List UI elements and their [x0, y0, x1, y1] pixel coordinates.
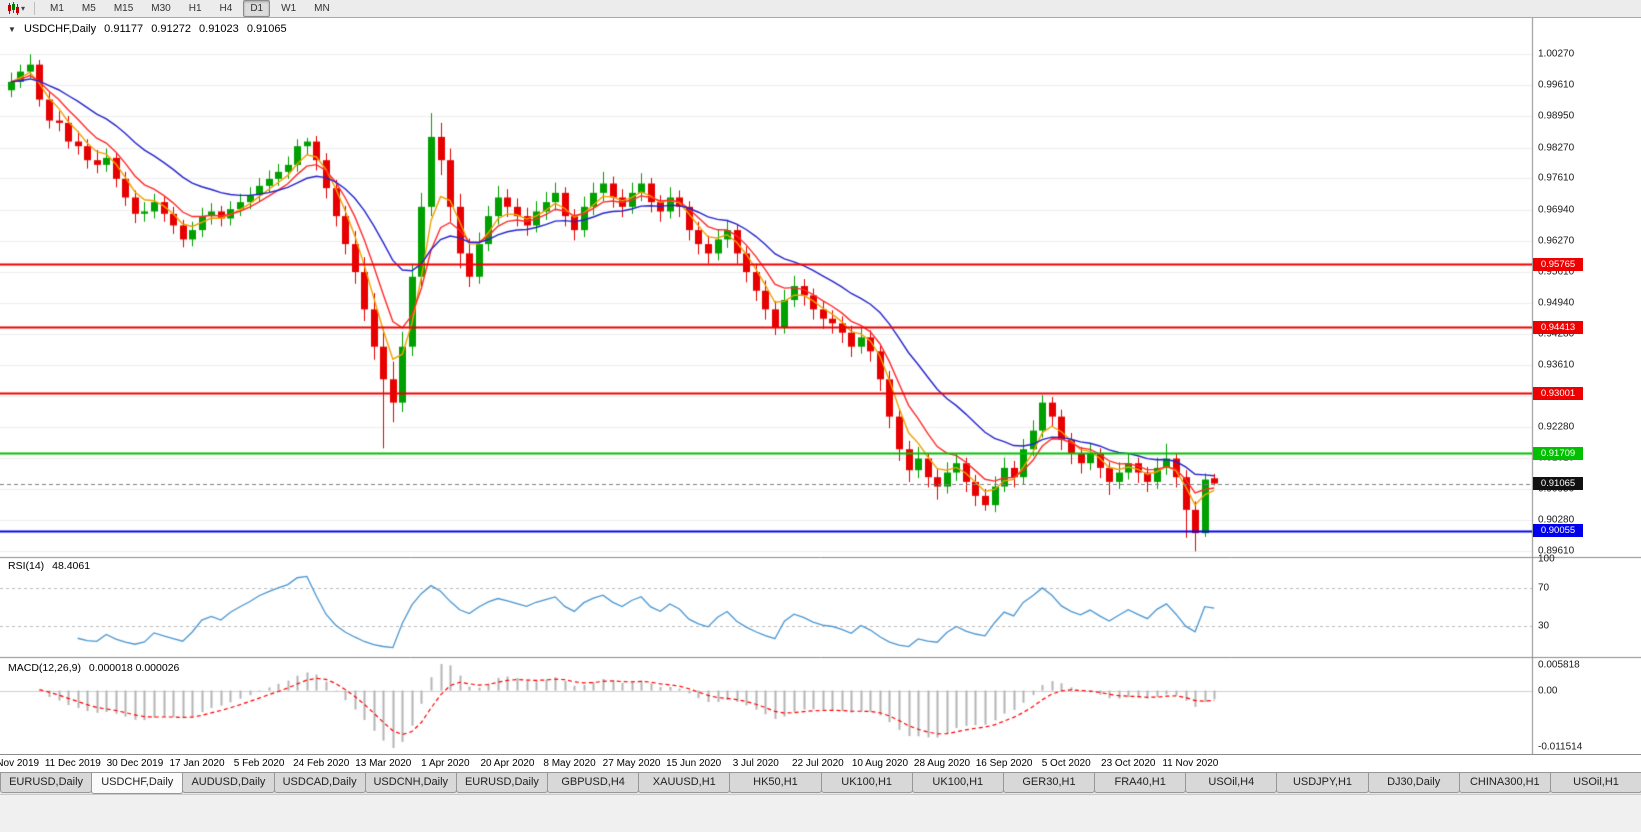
toolbar-separator	[34, 2, 36, 15]
time-axis-label: 23 Oct 2020	[1101, 758, 1156, 769]
time-axis-label: 16 Sep 2020	[975, 758, 1033, 769]
candlestick-chart-icon	[8, 2, 19, 15]
time-axis-label: 22 Nov 2019	[0, 758, 40, 769]
triangle-down-icon[interactable]: ▼	[8, 25, 16, 34]
rsi-indicator-label: RSI(14) 48.4061	[8, 560, 95, 572]
time-axis-label: 8 May 2020	[543, 758, 596, 769]
macd-name: MACD(12,26,9)	[8, 662, 81, 674]
chart-tab-usoil-h4[interactable]: USOil,H4	[1185, 773, 1278, 793]
symbol-period-label: USDCHF,Daily	[23, 23, 97, 35]
time-axis-label: 13 Mar 2020	[355, 758, 412, 769]
price-level-flag: 0.95765	[1533, 257, 1583, 271]
price-level-flag: 0.91709	[1533, 446, 1583, 460]
chart-tab-uk100-h1[interactable]: UK100,H1	[820, 773, 913, 793]
time-axis-label: 17 Jan 2020	[169, 758, 225, 769]
price-level-flag: 0.94413	[1533, 320, 1583, 334]
price-axis-tick: 0.93610	[1538, 359, 1575, 371]
rsi-current-value: 48.4061	[52, 560, 91, 572]
time-axis-label: 11 Dec 2019	[44, 758, 101, 769]
timeframe-button-m15[interactable]: M15	[113, 3, 134, 14]
rsi-axis-tick: 70	[1538, 582, 1550, 594]
high-value: 0.91272	[151, 23, 191, 35]
timeframe-button-mn[interactable]: MN	[314, 3, 330, 14]
time-axis-label: 20 Apr 2020	[480, 758, 535, 769]
rsi-axis-tick: 100	[1538, 553, 1555, 565]
timeframe-button-m1[interactable]: M1	[50, 3, 64, 14]
price-chart-canvas[interactable]	[0, 18, 1641, 754]
chart-tab-uk100-h1[interactable]: UK100,H1	[911, 773, 1004, 793]
time-axis-label: 27 May 2020	[602, 758, 661, 769]
chart-type-button[interactable]: ▾	[4, 1, 28, 17]
price-axis-tick: 0.94940	[1538, 297, 1575, 309]
time-axis-label: 3 Jul 2020	[732, 758, 779, 769]
price-axis-tick: 0.98270	[1538, 142, 1575, 154]
chart-tab-usdchf-daily[interactable]: USDCHF,Daily	[91, 773, 184, 794]
timeframe-button-h4[interactable]: H4	[219, 3, 233, 14]
price-axis-tick: 0.99610	[1538, 79, 1575, 91]
chart-tabs-bar: EURUSD,Daily USDCHF,Daily AUDUSD,Daily USDC…	[0, 772, 1641, 794]
status-bar	[0, 794, 1641, 832]
chart-tab-eurusd-daily[interactable]: EURUSD,Daily	[455, 773, 549, 793]
chart-tab-dj30-daily[interactable]: DJ30,Daily	[1367, 773, 1460, 793]
chart-tab-hk50-h1[interactable]: HK50,H1	[729, 773, 822, 793]
time-axis: 22 Nov 2019 11 Dec 2019 30 Dec 2019 17 Jan …	[0, 754, 1641, 772]
open-value: 0.91177	[104, 23, 144, 35]
macd-axis-tick: 0.005818	[1538, 659, 1580, 671]
price-axis-tick: 0.90280	[1538, 514, 1575, 526]
close-value: 0.91065	[246, 23, 287, 35]
time-axis-label: 30 Dec 2019	[106, 758, 164, 769]
time-axis-label: 10 Aug 2020	[851, 758, 909, 769]
price-axis-tick: 0.92280	[1538, 421, 1575, 433]
time-axis-label: 11 Nov 2020	[1162, 758, 1219, 769]
price-axis-tick: 0.96940	[1538, 204, 1575, 216]
price-axis-tick: 0.96270	[1538, 235, 1575, 247]
rsi-axis-tick: 30	[1538, 620, 1550, 632]
chart-tab-usdjpy-h1[interactable]: USDJPY,H1	[1276, 773, 1369, 793]
timeframe-button-m5[interactable]: M5	[81, 3, 96, 14]
macd-axis-tick: -0.011514	[1538, 741, 1583, 753]
chart-tab-usdcnh-daily[interactable]: USDCNH,Daily	[364, 773, 457, 793]
timeframe-button-w1[interactable]: W1	[281, 3, 297, 14]
price-axis-tick: 0.89610	[1538, 545, 1575, 557]
chart-tab-china300-h1[interactable]: CHINA300,H1	[1458, 773, 1551, 793]
timeframe-button-m30[interactable]: M30	[151, 3, 171, 14]
rsi-name: RSI(14)	[8, 560, 45, 572]
macd-indicator-label: MACD(12,26,9) 0.000018 0.000026	[8, 662, 184, 674]
time-axis-label: 5 Oct 2020	[1041, 758, 1091, 769]
chart-tab-usdcad-daily[interactable]: USDCAD,Daily	[273, 773, 366, 793]
time-axis-label: 24 Feb 2020	[293, 758, 350, 769]
macd-current-values: 0.000018 0.000026	[88, 662, 180, 674]
timeframe-button-h1[interactable]: H1	[188, 3, 202, 14]
chart-tab-eurusd-daily[interactable]: EURUSD,Daily	[0, 773, 93, 793]
macd-axis-tick: 0.00	[1538, 685, 1558, 697]
price-level-flag: 0.90055	[1533, 524, 1583, 538]
time-axis-label: 5 Feb 2020	[233, 758, 285, 769]
timeframe-buttons: M1 M5 M15 M30 H1 H4 D1 W1 MN	[41, 0, 339, 17]
top-toolbar: ▾ M1 M5 M15 M30 H1 H4 D1 W1 MN	[0, 0, 1641, 18]
time-axis-label: 1 Apr 2020	[421, 758, 470, 769]
chart-tab-fra40-h1[interactable]: FRA40,H1	[1094, 773, 1187, 793]
price-axis-tick: 0.95610	[1538, 266, 1575, 278]
chart-title: ▼ USDCHF,Daily 0.91177 0.91272 0.91023 0…	[8, 23, 292, 35]
price-level-flag: 0.93001	[1533, 386, 1583, 400]
low-value: 0.91023	[199, 23, 239, 35]
price-axis-tick: 0.97610	[1538, 172, 1575, 184]
price-axis-tick: 1.00270	[1538, 48, 1575, 60]
chevron-down-icon: ▾	[21, 3, 26, 13]
chart-tab-usoil-h1[interactable]: USOil,H1	[1549, 773, 1641, 793]
chart-tab-ger30-h1[interactable]: GER30,H1	[1002, 773, 1096, 793]
current-price-flag: 0.91065	[1533, 477, 1583, 490]
time-axis-label: 22 Jul 2020	[791, 758, 844, 769]
chart-window: ▼ USDCHF,Daily 0.91177 0.91272 0.91023 0…	[0, 18, 1641, 754]
chart-tab-gbpusd-h4[interactable]: GBPUSD,H4	[547, 773, 640, 793]
chart-tab-audusd-daily[interactable]: AUDUSD,Daily	[182, 773, 275, 793]
price-axis-tick: 0.98950	[1538, 110, 1575, 122]
timeframe-button-d1[interactable]: D1	[243, 0, 271, 17]
time-axis-label: 28 Aug 2020	[913, 758, 971, 769]
chart-tab-xauusd-h1[interactable]: XAUUSD,H1	[638, 773, 731, 793]
time-axis-label: 15 Jun 2020	[666, 758, 722, 769]
